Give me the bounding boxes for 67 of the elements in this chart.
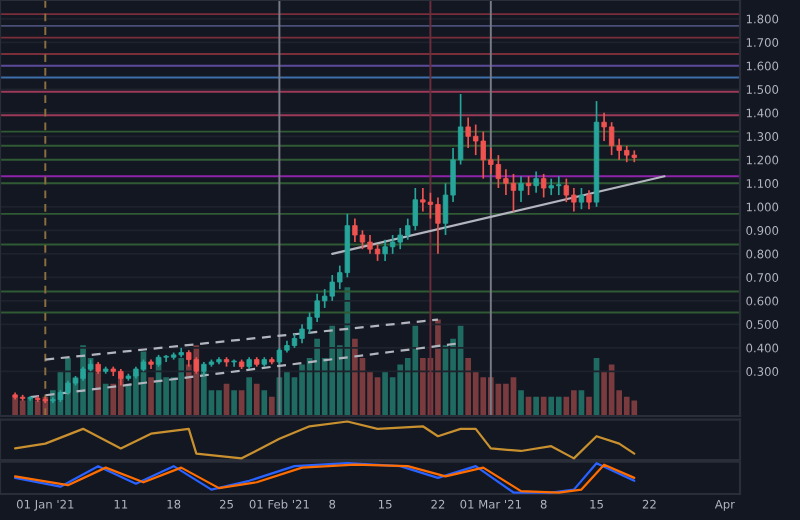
candlestick xyxy=(571,187,577,213)
bar xyxy=(503,383,509,416)
candlestick xyxy=(525,175,532,196)
bar xyxy=(261,390,268,416)
bar xyxy=(563,396,570,416)
bar xyxy=(555,396,562,416)
bar xyxy=(465,358,471,416)
bar xyxy=(246,377,253,416)
bar xyxy=(352,338,358,416)
candlestick xyxy=(518,175,524,203)
bar xyxy=(420,358,426,416)
candlestick xyxy=(586,189,592,211)
candlestick xyxy=(397,227,403,250)
candlestick xyxy=(367,234,373,255)
candlestick xyxy=(420,187,426,213)
bar xyxy=(148,377,154,416)
bar xyxy=(27,397,34,416)
bar xyxy=(329,325,336,416)
bar xyxy=(397,364,404,416)
candlestick xyxy=(352,217,358,243)
candlestick xyxy=(427,191,434,220)
bar xyxy=(586,396,592,416)
candlestick xyxy=(608,121,615,156)
bar xyxy=(253,383,260,416)
bar xyxy=(382,370,388,416)
candlestick xyxy=(510,173,517,213)
bar xyxy=(299,364,305,416)
candlestick xyxy=(480,130,486,180)
bar xyxy=(284,370,290,416)
candlestick xyxy=(495,154,502,189)
candlestick xyxy=(329,274,335,302)
candlestick xyxy=(389,234,396,255)
candlestick xyxy=(382,238,388,262)
bar xyxy=(540,396,547,416)
candlestick xyxy=(540,173,547,199)
bar xyxy=(518,390,524,416)
candlestick xyxy=(314,292,320,323)
bar xyxy=(548,396,555,416)
bar xyxy=(480,377,487,416)
bar xyxy=(231,390,237,416)
bar xyxy=(631,400,638,416)
bar xyxy=(102,383,109,416)
bar xyxy=(623,396,630,416)
candlestick xyxy=(563,177,570,203)
bar xyxy=(412,325,419,416)
bar xyxy=(12,396,18,416)
bar xyxy=(95,370,101,416)
candlestick xyxy=(503,168,509,196)
candlestick xyxy=(465,116,471,149)
bar xyxy=(533,396,539,416)
bar xyxy=(269,396,275,416)
candlestick xyxy=(412,187,418,232)
bar xyxy=(110,383,117,416)
candlestick xyxy=(533,170,539,194)
candlestick xyxy=(488,147,494,175)
candlestick xyxy=(556,175,562,196)
bar xyxy=(601,370,607,416)
bar xyxy=(216,390,222,416)
candlestick xyxy=(299,323,305,344)
candlestick xyxy=(601,111,607,142)
candlestick xyxy=(359,229,366,250)
bar xyxy=(435,319,441,416)
bar xyxy=(314,338,320,416)
bar xyxy=(571,390,577,416)
candlestick xyxy=(578,187,585,211)
candlestick xyxy=(435,196,441,255)
bar xyxy=(34,400,41,416)
